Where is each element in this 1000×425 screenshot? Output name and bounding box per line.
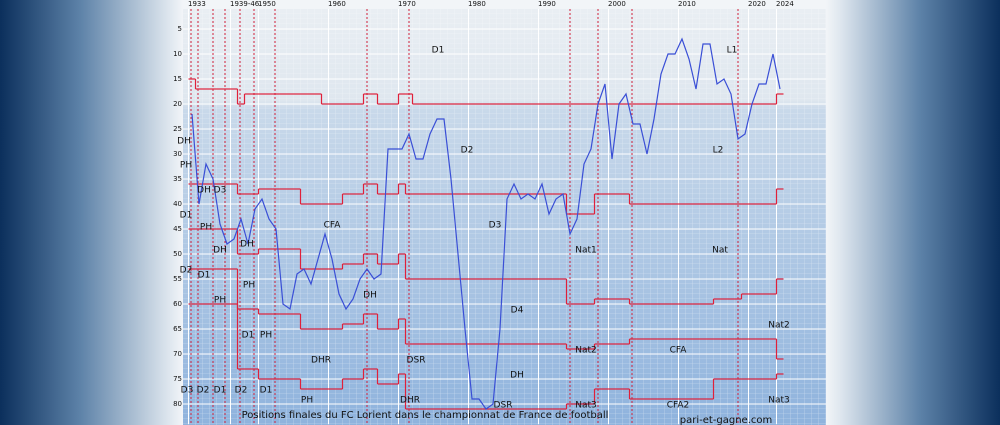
division-label: D2 [235, 386, 248, 396]
division-label: D4 [511, 306, 524, 316]
y-tick-label: 40 [173, 200, 182, 208]
division-label: D2 [461, 146, 474, 156]
x-tick-label: 1990 [538, 0, 556, 8]
x-tick-label: 2000 [608, 0, 626, 8]
division-label: Nat2 [768, 321, 790, 331]
chart-title: Positions finales du FC Lorient dans le … [242, 410, 609, 421]
division-label: CFA [670, 346, 688, 356]
minor-grid [183, 9, 826, 425]
division-label: DH [177, 137, 191, 147]
y-tick-label: 30 [173, 150, 182, 158]
x-tick-label: 1960 [328, 0, 346, 8]
division-label: Nat [712, 246, 728, 256]
division-label: L2 [713, 146, 724, 156]
division-label: PH [260, 331, 272, 341]
division-label: D1 [180, 211, 193, 221]
y-tick-label: 5 [178, 25, 182, 33]
x-tick-label: 1939-46 [230, 0, 260, 8]
division-label: PH [180, 161, 192, 171]
division-label: D3 [489, 221, 502, 231]
division-label: Nat3 [768, 396, 790, 406]
division-label: D1 [432, 46, 445, 56]
division-label: D3 [181, 386, 194, 396]
x-tick-label: 1950 [258, 0, 276, 8]
y-tick-label: 45 [173, 225, 182, 233]
y-tick-label: 25 [173, 125, 182, 133]
x-tick-label: 2020 [748, 0, 766, 8]
division-label: D1 [242, 331, 255, 341]
x-tick-label: 1933 [188, 0, 206, 8]
division-label: D2 [197, 386, 210, 396]
division-label: DSR [494, 401, 513, 411]
y-tick-label: 80 [173, 400, 182, 408]
division-label: PH [200, 223, 212, 233]
division-label: DHR [400, 396, 420, 406]
y-tick-label: 65 [173, 325, 182, 333]
division-label: DH [213, 246, 227, 256]
y-tick-label: 20 [173, 100, 182, 108]
y-tick-label: 55 [173, 275, 182, 283]
division-label: D1 [198, 271, 211, 281]
division-label: DH [363, 291, 377, 301]
y-tick-label: 10 [173, 50, 182, 58]
division-label: Nat2 [575, 346, 597, 356]
division-label: PH [214, 296, 226, 306]
y-tick-label: 15 [173, 75, 182, 83]
y-tick-label: 75 [173, 375, 182, 383]
x-tick-label: 2024 [776, 0, 794, 8]
y-tick-label: 70 [173, 350, 182, 358]
position-line [191, 37, 781, 410]
source: pari-et-gagne.com [680, 415, 773, 425]
y-tick-label: 35 [173, 175, 182, 183]
division-label: DH [197, 186, 211, 196]
y-tick-label: 50 [173, 250, 182, 258]
division-label: L1 [727, 46, 738, 56]
division-label: CFA [324, 221, 342, 231]
division-label: D1 [214, 386, 227, 396]
division-label: PH [301, 396, 313, 406]
division-label: DHR [311, 356, 331, 366]
x-tick-label: 2010 [678, 0, 696, 8]
division-label: CFA2 [667, 401, 690, 411]
division-label: D3 [214, 186, 227, 196]
division-label: DH [240, 240, 254, 250]
division-label: Nat3 [575, 401, 597, 411]
x-tick-label: 1970 [398, 0, 416, 8]
y-tick-label: 60 [173, 300, 182, 308]
division-label: DH [510, 371, 524, 381]
x-tick-label: 1980 [468, 0, 486, 8]
division-label: D2 [180, 266, 193, 276]
division-label: PH [243, 281, 255, 291]
division-label: Nat1 [575, 246, 597, 256]
division-label: D1 [260, 386, 273, 396]
division-label: DSR [407, 356, 426, 366]
